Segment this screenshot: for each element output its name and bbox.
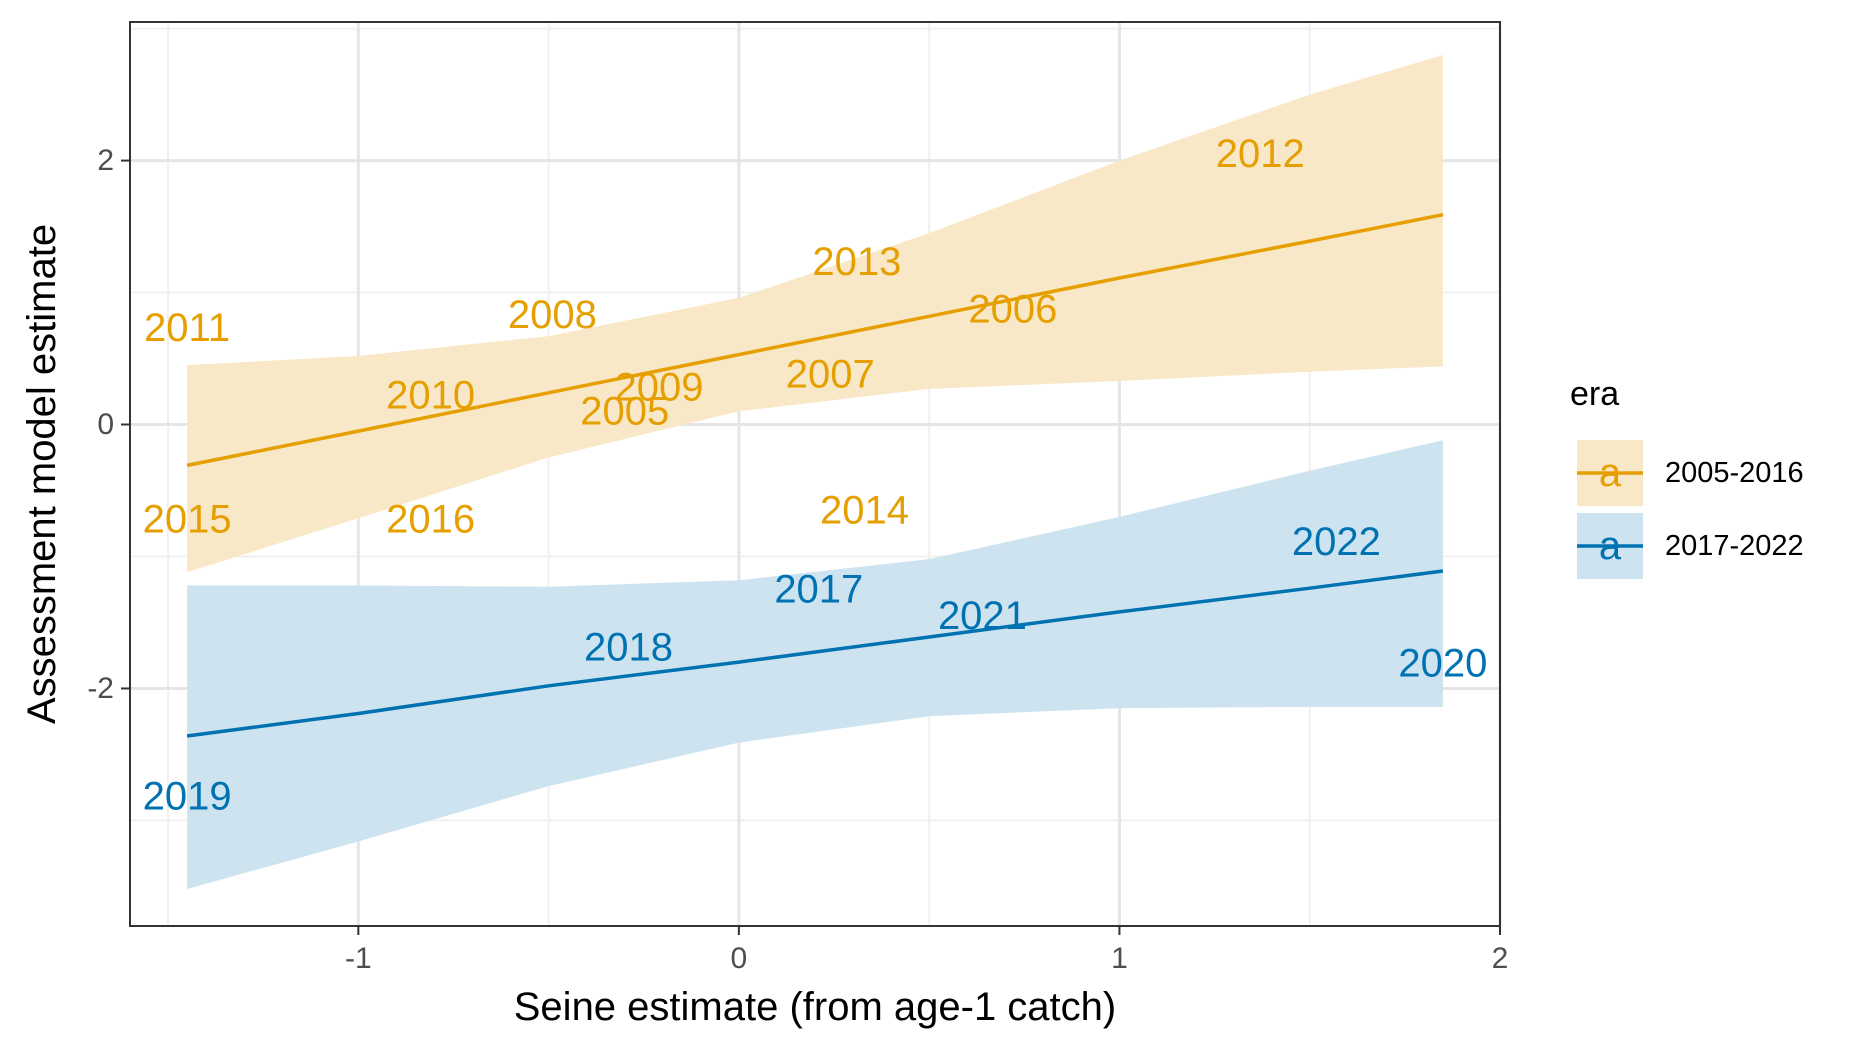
- year-labels: 2005 2006 2007 2008 2009 2010 2011 2012 2013 2014…: [143, 132, 1488, 819]
- year-label: 2009: [614, 366, 703, 410]
- year-label: 2020: [1398, 641, 1487, 685]
- axes: -1 0 1 2 -2 0 2: [87, 144, 1508, 975]
- legend-key-glyph: a: [1599, 524, 1622, 568]
- x-tick-label: 0: [731, 942, 748, 975]
- confidence-bands: [187, 55, 1443, 889]
- year-label: 2011: [144, 306, 230, 350]
- x-tick-label: -1: [345, 942, 372, 975]
- fit-line: [186, 212, 1444, 468]
- year-label: 2018: [584, 626, 673, 670]
- legend: era a 2005-2016 a 2017-2022: [1570, 375, 1804, 579]
- year-label: 2021: [938, 594, 1027, 638]
- year-label: 2008: [508, 293, 597, 337]
- y-tick-label: 0: [97, 408, 114, 441]
- x-tick-label: 1: [1111, 942, 1128, 975]
- x-tick-label: 2: [1492, 942, 1509, 975]
- year-label: 2012: [1216, 132, 1305, 176]
- legend-entry-label: 2005-2016: [1665, 457, 1804, 489]
- year-label: 2006: [968, 288, 1057, 332]
- fit-lines: [186, 212, 1444, 738]
- x-axis-title: Seine estimate (from age-1 catch): [514, 985, 1116, 1029]
- legend-key-glyph: a: [1599, 451, 1622, 495]
- year-label: 2005: [580, 389, 669, 433]
- year-label: 2010: [386, 373, 475, 417]
- year-label: 2007: [786, 352, 875, 396]
- panel-border: [129, 21, 1501, 927]
- y-tick-label: -2: [87, 672, 114, 705]
- y-axis-title: Assessment model estimate: [20, 224, 64, 724]
- fit-line: [186, 569, 1444, 738]
- legend-title: era: [1570, 375, 1619, 413]
- legend-entry-label: 2017-2022: [1665, 530, 1804, 562]
- y-tick-label: 2: [97, 144, 114, 177]
- confidence-band: [187, 440, 1443, 889]
- year-label: 2015: [143, 498, 232, 542]
- grid: [130, 22, 1502, 926]
- confidence-band: [187, 55, 1443, 573]
- year-label: 2019: [143, 775, 232, 819]
- year-label: 2022: [1292, 520, 1381, 564]
- year-label: 2014: [820, 488, 909, 532]
- year-label: 2013: [812, 240, 901, 284]
- year-label: 2016: [386, 498, 475, 542]
- year-label: 2017: [774, 567, 863, 611]
